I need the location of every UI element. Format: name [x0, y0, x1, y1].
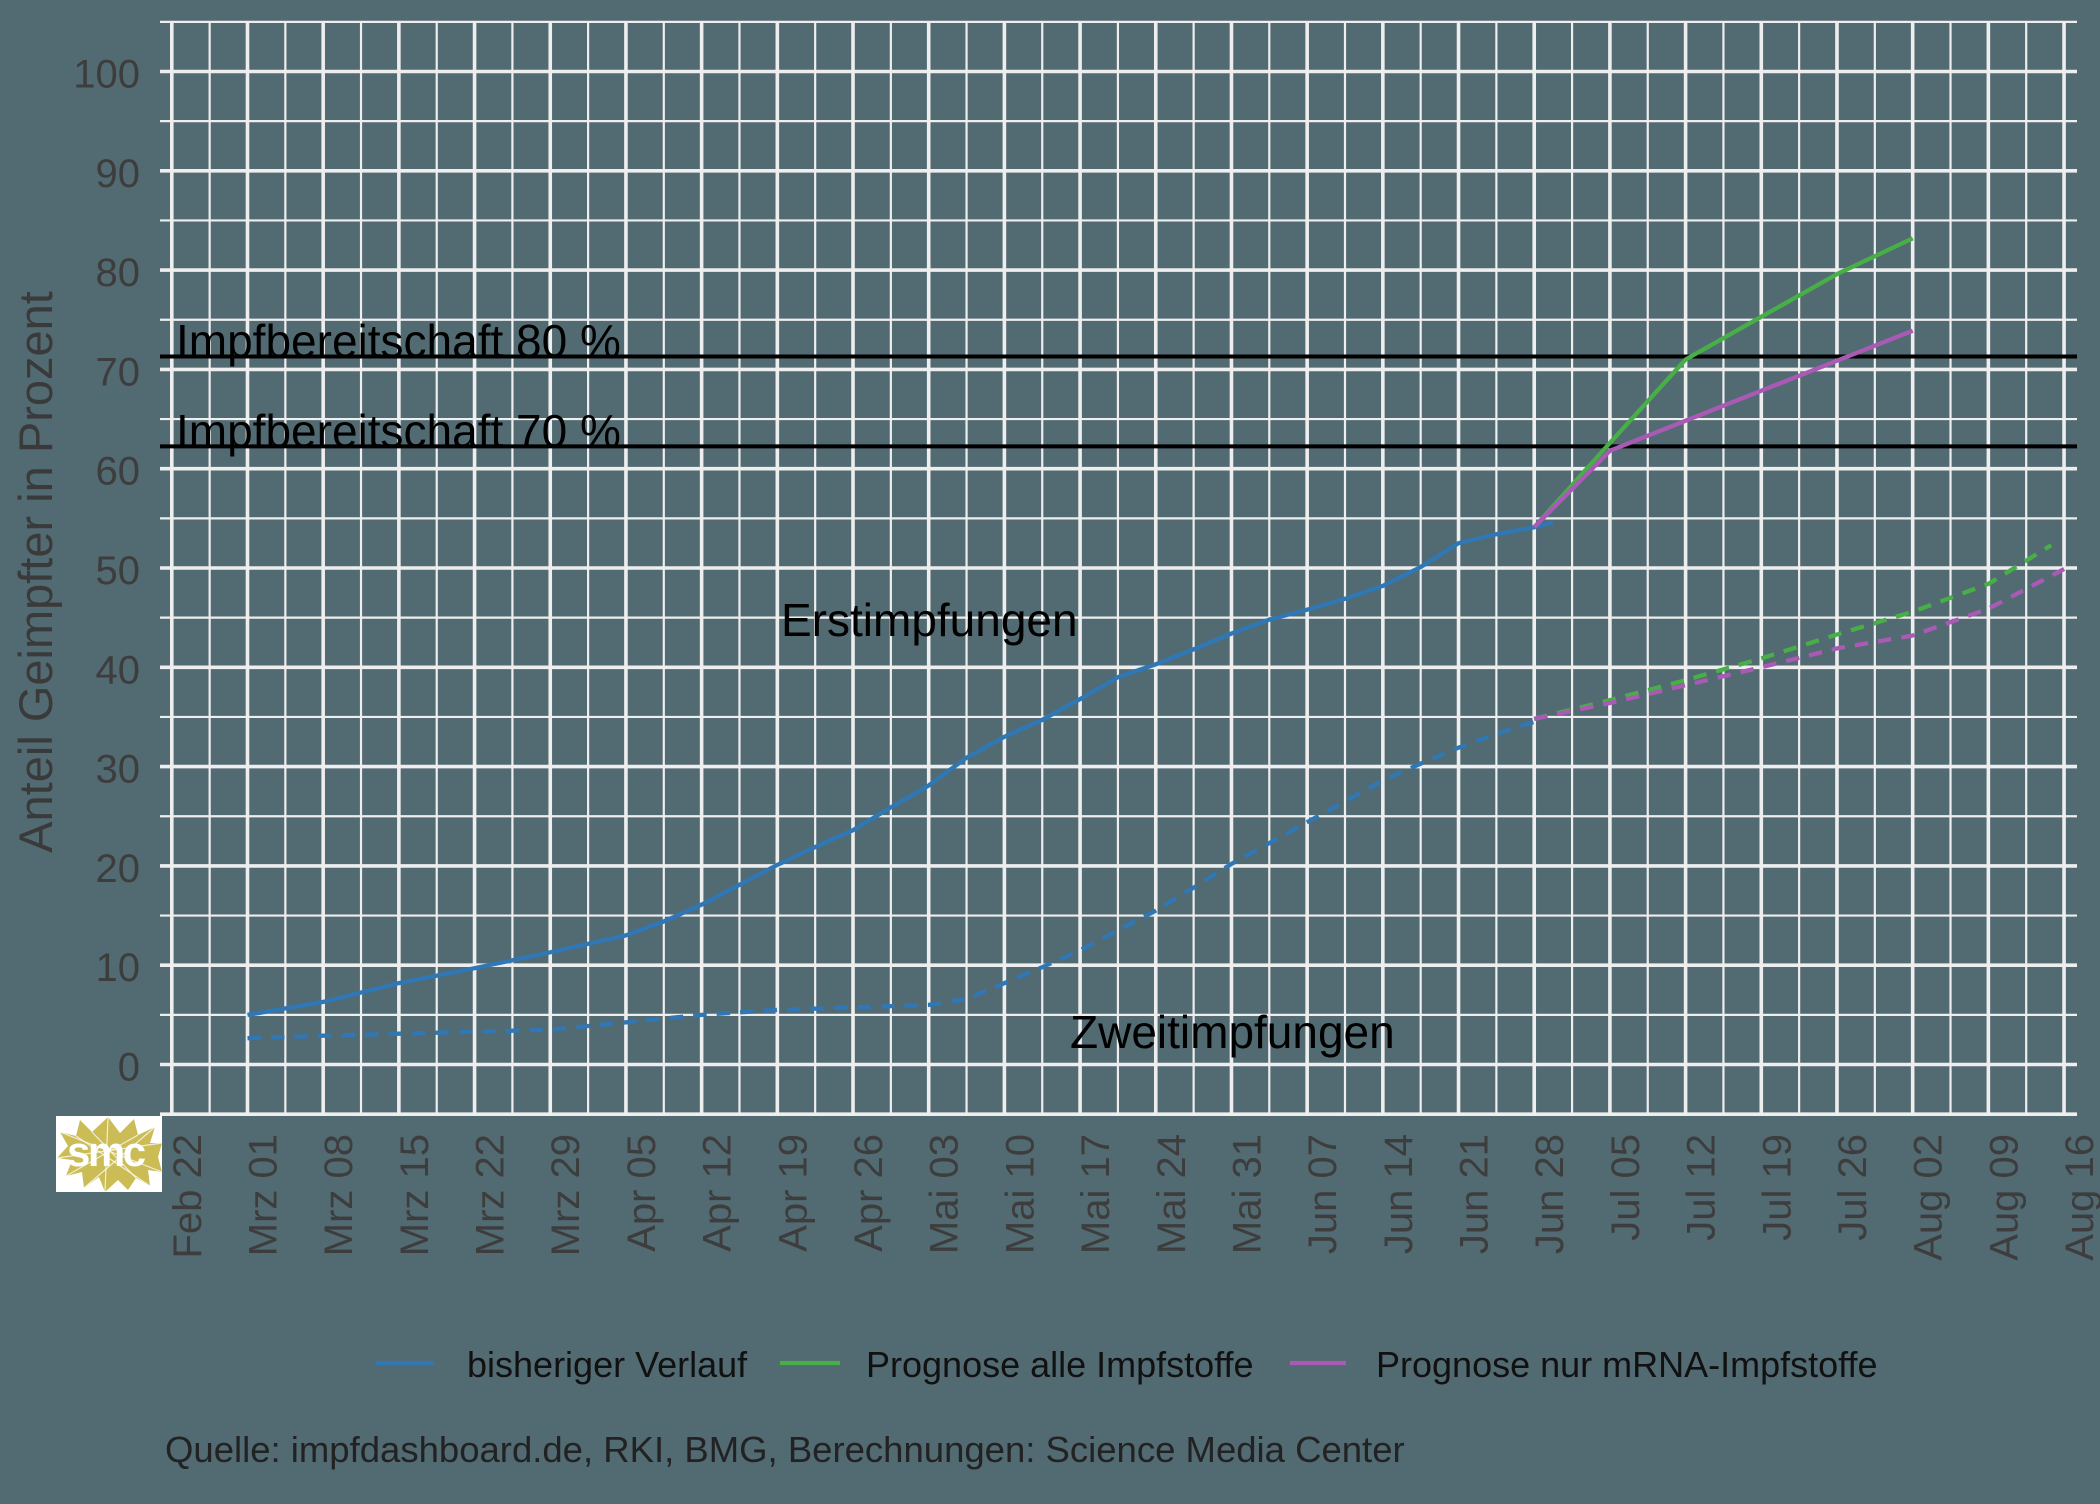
svg-text:Apr 05: Apr 05	[620, 1134, 664, 1252]
svg-text:Jul 26: Jul 26	[1831, 1134, 1875, 1241]
svg-text:Aug 02: Aug 02	[1907, 1134, 1951, 1261]
svg-text:50: 50	[96, 549, 141, 593]
svg-text:Jun 28: Jun 28	[1528, 1134, 1572, 1254]
svg-text:Mrz 08: Mrz 08	[317, 1134, 361, 1256]
svg-text:Mai 31: Mai 31	[1226, 1134, 1270, 1254]
svg-text:40: 40	[96, 648, 141, 692]
svg-text:90: 90	[96, 152, 141, 196]
svg-text:30: 30	[96, 748, 141, 792]
svg-text:Aug 09: Aug 09	[1982, 1134, 2026, 1261]
svg-text:Mrz 29: Mrz 29	[544, 1134, 588, 1256]
svg-text:Mrz 01: Mrz 01	[242, 1134, 286, 1256]
svg-text:Jul 12: Jul 12	[1680, 1134, 1724, 1241]
svg-text:Mrz 22: Mrz 22	[469, 1134, 513, 1256]
svg-text:Jun 07: Jun 07	[1301, 1134, 1345, 1254]
svg-text:70: 70	[96, 350, 141, 394]
svg-text:Feb 22: Feb 22	[166, 1134, 210, 1259]
svg-text:smc: smc	[67, 1128, 146, 1175]
svg-text:Prognose nur mRNA-Impfstoffe: Prognose nur mRNA-Impfstoffe	[1376, 1344, 1878, 1385]
svg-text:100: 100	[73, 53, 140, 97]
svg-text:bisheriger Verlauf: bisheriger Verlauf	[467, 1344, 748, 1385]
svg-text:Prognose alle Impfstoffe: Prognose alle Impfstoffe	[866, 1344, 1254, 1385]
svg-text:Jun 21: Jun 21	[1453, 1134, 1497, 1254]
svg-text:Zweitimpfungen: Zweitimpfungen	[1070, 1006, 1395, 1058]
svg-text:Erstimpfungen: Erstimpfungen	[781, 594, 1078, 646]
svg-text:Mrz 15: Mrz 15	[393, 1134, 437, 1256]
svg-text:Apr 12: Apr 12	[696, 1134, 740, 1252]
svg-text:Mai 03: Mai 03	[923, 1134, 967, 1254]
svg-text:Anteil Geimpfter in Prozent: Anteil Geimpfter in Prozent	[9, 291, 62, 853]
svg-text:80: 80	[96, 251, 141, 295]
svg-text:Mai 17: Mai 17	[1074, 1134, 1118, 1254]
svg-text:20: 20	[96, 847, 141, 891]
svg-text:Quelle: impfdashboard.de, RKI,: Quelle: impfdashboard.de, RKI, BMG, Bere…	[165, 1429, 1405, 1470]
svg-text:Apr 19: Apr 19	[771, 1134, 815, 1252]
svg-text:Jun 14: Jun 14	[1377, 1134, 1421, 1254]
svg-text:Mai 10: Mai 10	[998, 1134, 1042, 1254]
svg-text:Impfbereitschaft 80 %: Impfbereitschaft 80 %	[176, 315, 621, 367]
svg-text:Jul 19: Jul 19	[1755, 1134, 1799, 1241]
svg-text:Aug 16: Aug 16	[2058, 1134, 2100, 1261]
svg-text:Jul 05: Jul 05	[1604, 1134, 1648, 1241]
svg-text:Impfbereitschaft 70 %: Impfbereitschaft 70 %	[176, 405, 621, 457]
svg-text:10: 10	[96, 946, 141, 990]
svg-text:0: 0	[118, 1046, 140, 1090]
svg-text:Mai 24: Mai 24	[1150, 1134, 1194, 1254]
svg-text:60: 60	[96, 450, 141, 494]
svg-text:Apr 26: Apr 26	[847, 1134, 891, 1252]
